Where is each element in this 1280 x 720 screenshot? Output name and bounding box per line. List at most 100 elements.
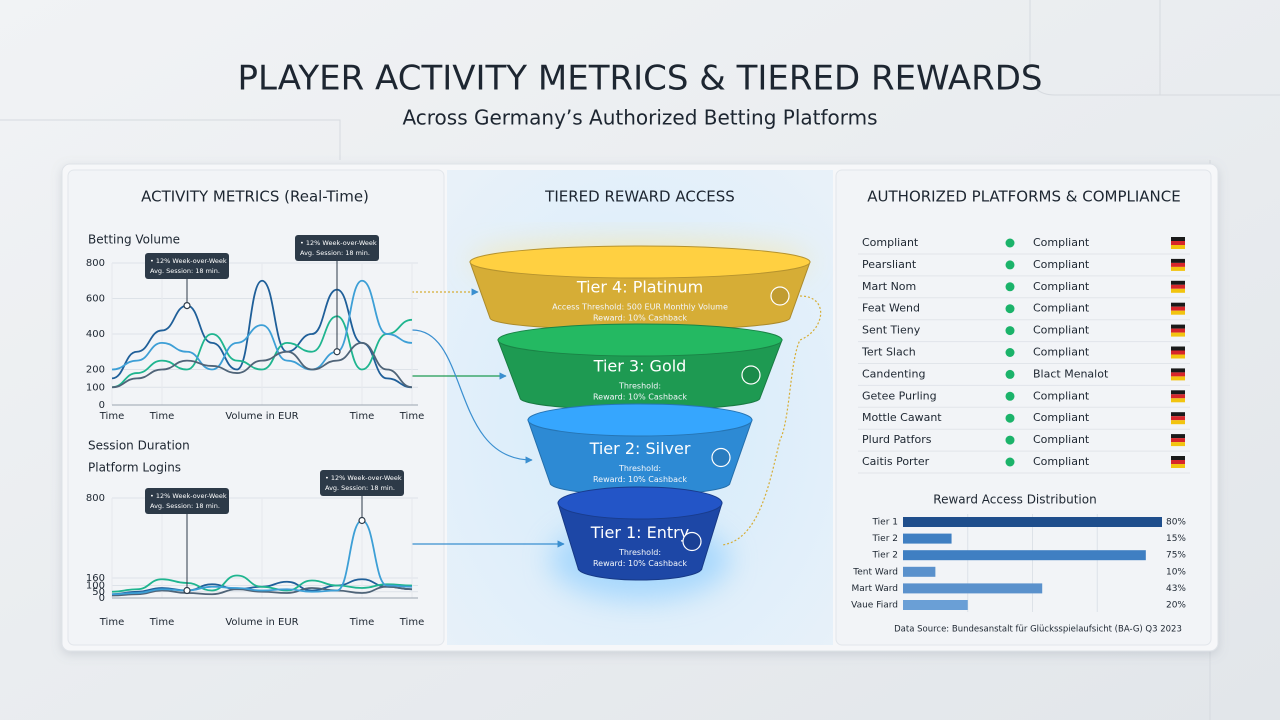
flag-stripe xyxy=(1171,324,1185,329)
flag-stripe xyxy=(1171,302,1185,307)
x-tick-label: Time xyxy=(149,411,174,422)
bar-value-label: 15% xyxy=(1166,534,1186,544)
series-line xyxy=(111,574,413,593)
platform-name: Pearsliant xyxy=(862,258,917,271)
bar-label: Tier 2 xyxy=(871,551,898,561)
x-tick-label: Time xyxy=(399,617,424,628)
callout-pin xyxy=(183,302,191,310)
tier-name: Tier 4: Platinum xyxy=(576,278,703,297)
chart-label: Platform Logins xyxy=(88,461,181,475)
y-tick-label: 0 xyxy=(99,400,105,411)
tier-body xyxy=(557,502,723,581)
bar-label: Mart Ward xyxy=(852,584,898,594)
bar xyxy=(903,566,936,577)
x-tick-label: Time xyxy=(399,411,424,422)
y-tick-label: 100 xyxy=(86,382,105,393)
x-tick-label: Time xyxy=(149,617,174,628)
flag-stripe xyxy=(1171,310,1185,315)
callout xyxy=(145,253,229,279)
chart-title: Reward Access Distribution xyxy=(933,493,1096,507)
flag-stripe xyxy=(1171,288,1185,293)
status-dot xyxy=(1005,238,1015,248)
platform-name: Sent Tieny xyxy=(862,324,921,337)
callout-text: • 12% Week-over-Week xyxy=(325,474,402,482)
tier-detail: Access Threshold: 500 EUR Monthly Volume xyxy=(552,303,728,312)
bar-value-label: 75% xyxy=(1166,551,1186,561)
callout-text: Avg. Session: 18 min. xyxy=(325,484,395,492)
flag-stripe xyxy=(1171,412,1185,417)
connectors xyxy=(411,288,822,548)
status-dot xyxy=(1005,413,1015,423)
callout xyxy=(320,470,404,496)
flag-stripe xyxy=(1171,416,1185,421)
chart-label: Session Duration xyxy=(88,439,190,453)
y-tick-label: 800 xyxy=(86,493,105,504)
callout-text: Avg. Session: 18 min. xyxy=(300,249,370,257)
platform-status: Compliant xyxy=(1033,346,1090,359)
status-dot xyxy=(1005,282,1015,292)
connector xyxy=(411,329,533,464)
tier-detail: Threshold: xyxy=(618,464,661,473)
tier-detail: Threshold: xyxy=(618,382,661,391)
callout xyxy=(145,488,229,514)
flag-stripe xyxy=(1171,390,1185,395)
bar-value-label: 80% xyxy=(1166,518,1186,528)
tier-detail: Threshold: xyxy=(618,548,661,557)
flag-stripe xyxy=(1171,346,1185,351)
page-title: PLAYER ACTIVITY METRICS & TIERED REWARDS xyxy=(238,59,1043,99)
flag-stripe xyxy=(1171,332,1185,337)
platform-name: Mottle Cawant xyxy=(862,411,942,424)
flag-stripe xyxy=(1171,394,1185,399)
bar xyxy=(903,517,1162,527)
platform-status: Compliant xyxy=(1033,302,1090,315)
platform-status: Compliant xyxy=(1033,324,1090,337)
platform-name: Caitis Porter xyxy=(862,455,930,468)
flag-stripe xyxy=(1171,306,1185,311)
flag-stripe xyxy=(1171,266,1185,271)
tier-name: Tier 3: Gold xyxy=(593,357,687,376)
flag-stripe xyxy=(1171,372,1185,377)
flag-stripe xyxy=(1171,328,1185,333)
callout-text: Avg. Session: 18 min. xyxy=(150,267,220,275)
x-tick-label: Time xyxy=(349,411,374,422)
series-line xyxy=(111,585,413,597)
tier-name: Tier 2: Silver xyxy=(589,439,691,458)
bar-label: Tier 1 xyxy=(871,518,898,528)
chart-label: Betting Volume xyxy=(88,233,180,247)
flag-stripe xyxy=(1171,376,1185,381)
y-tick-label: 50 xyxy=(92,587,105,598)
flag-stripe xyxy=(1171,237,1185,241)
tier-top xyxy=(469,245,811,279)
platform-name: Candenting xyxy=(862,367,925,380)
data-source: Data Source: Bundesanstalt für Glücksspi… xyxy=(894,625,1182,635)
bar-value-label: 10% xyxy=(1166,567,1186,577)
series-line xyxy=(111,279,413,371)
status-dot xyxy=(1005,260,1015,270)
platform-status: Blact Menalot xyxy=(1033,367,1109,380)
flag-stripe xyxy=(1171,398,1185,403)
status-dot xyxy=(1005,435,1015,445)
platform-name: Tert Slach xyxy=(861,346,916,359)
bar-label: Tent Ward xyxy=(852,567,898,577)
bar-value-label: 20% xyxy=(1166,601,1186,611)
flag-stripe xyxy=(1171,464,1185,468)
flag-stripe xyxy=(1171,241,1185,245)
tier-detail: Reward: 10% Cashback xyxy=(593,393,687,402)
flag-stripe xyxy=(1171,258,1185,263)
bar-value-label: 43% xyxy=(1166,584,1186,594)
callout-pin xyxy=(358,516,366,525)
tier-top xyxy=(527,403,753,437)
tier-icon xyxy=(711,447,731,468)
x-tick-label: Volume in EUR xyxy=(225,411,298,422)
platform-status: Compliant xyxy=(1033,280,1090,293)
y-tick-label: 200 xyxy=(86,365,105,376)
flag-stripe xyxy=(1171,350,1185,355)
flag-stripe xyxy=(1171,460,1185,464)
flag-stripe xyxy=(1171,354,1185,359)
bar xyxy=(903,600,968,610)
bar xyxy=(903,550,1146,561)
status-dot xyxy=(1005,457,1015,467)
flag-stripe xyxy=(1171,262,1185,267)
panel-title: AUTHORIZED PLATFORMS & COMPLIANCE xyxy=(867,188,1180,206)
